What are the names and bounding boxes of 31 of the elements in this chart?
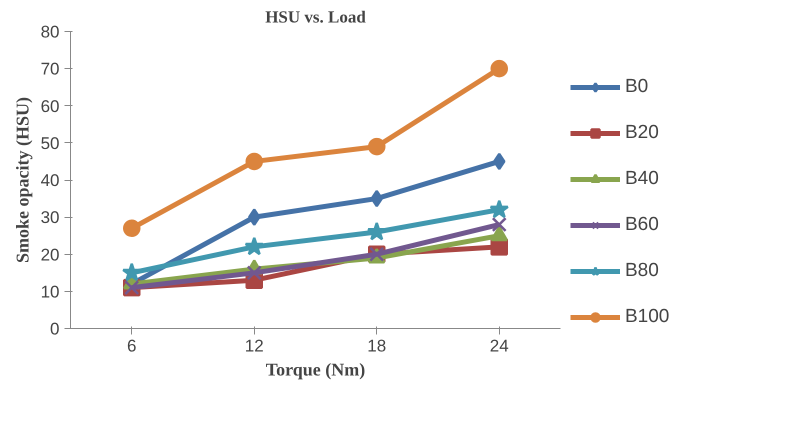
- y-tick-label: 70: [40, 60, 60, 79]
- x-tick-label: 18: [367, 336, 386, 356]
- x-tick-label: 12: [244, 336, 264, 356]
- point: [368, 138, 386, 156]
- point: [122, 262, 142, 282]
- legend-label: B20: [625, 122, 659, 144]
- point: [123, 220, 140, 237]
- y-tick-label: 60: [40, 96, 60, 116]
- y-axis-title: Smoke opacity (HSU): [12, 96, 33, 263]
- point: [492, 216, 507, 232]
- y-tick-label: 30: [40, 208, 60, 228]
- legend-label: B60: [625, 214, 659, 236]
- x-tick-label: 24: [490, 336, 509, 356]
- legend-label: B80: [625, 260, 659, 282]
- chart-title: HSU vs. Load: [265, 8, 366, 26]
- point: [246, 152, 263, 170]
- point: [490, 60, 508, 78]
- legend-label: B0: [625, 76, 648, 98]
- legend-label: B40: [625, 168, 659, 190]
- x-axis-title: Torque (Nm): [266, 360, 366, 380]
- y-tick-label: 0: [50, 320, 60, 338]
- legend-label: B100: [625, 306, 670, 328]
- point: [246, 265, 262, 280]
- y-tick-label: 20: [40, 245, 60, 264]
- point: [489, 199, 510, 218]
- point: [244, 236, 264, 256]
- y-tick-label: 10: [40, 282, 60, 302]
- y-tick-label: 40: [40, 171, 60, 190]
- y-tick-label: 50: [40, 134, 60, 153]
- y-tick-label: 80: [40, 22, 60, 42]
- x-tick-label: 6: [127, 336, 136, 356]
